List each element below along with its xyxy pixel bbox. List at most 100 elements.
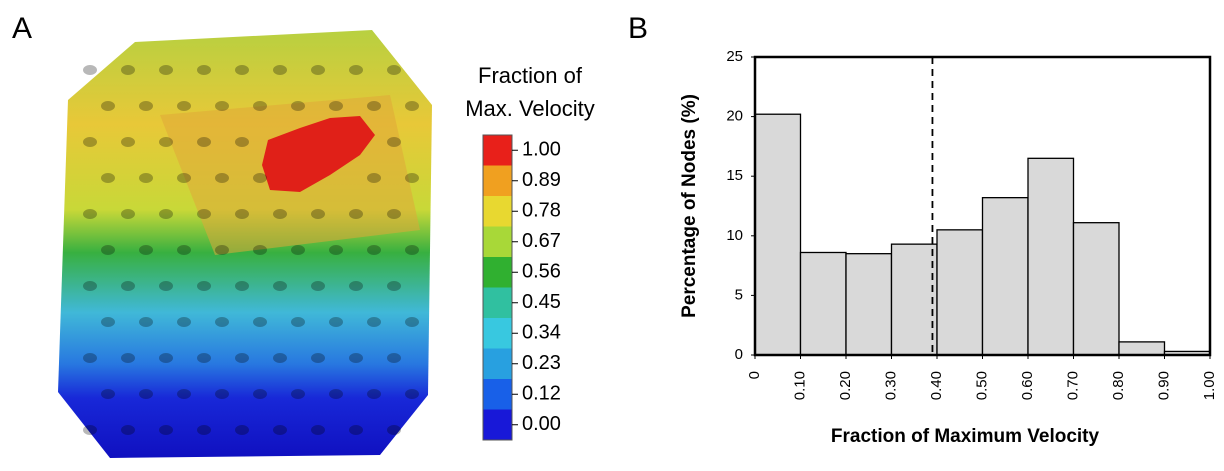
pore	[291, 245, 305, 255]
pore	[177, 101, 191, 111]
colorbar-segment	[483, 379, 512, 410]
pore	[159, 137, 173, 147]
legend-title: Fraction of	[478, 63, 583, 88]
pore	[235, 353, 249, 363]
pore	[215, 317, 229, 327]
pore	[311, 353, 325, 363]
colorbar-segment	[483, 318, 512, 349]
pore	[139, 389, 153, 399]
bar	[936, 229, 984, 356]
pore	[177, 173, 191, 183]
y-axis-label: Percentage of Nodes (%)	[679, 94, 700, 318]
x-tick-label: 0.30	[882, 371, 899, 400]
bar	[845, 253, 893, 356]
pore	[253, 317, 267, 327]
pore	[197, 137, 211, 147]
colorbar-segment	[483, 348, 512, 379]
pore	[387, 209, 401, 219]
pore	[329, 317, 343, 327]
pore	[405, 101, 419, 111]
pore	[273, 281, 287, 291]
colorbar-label: 0.89	[522, 169, 561, 191]
x-tick-label: 1.00	[1201, 371, 1218, 400]
x-tick-label: 0.90	[1155, 371, 1172, 400]
colorbar-frame	[482, 134, 513, 441]
pore	[253, 245, 267, 255]
colorbar-label: 0.56	[522, 261, 561, 283]
pore	[121, 65, 135, 75]
x-tick-label: 0.20	[837, 371, 854, 400]
pore	[83, 425, 97, 435]
pore	[405, 173, 419, 183]
y-tick-label: 20	[726, 108, 743, 125]
pore	[291, 317, 305, 327]
panel-label: B	[628, 12, 648, 45]
pore	[311, 425, 325, 435]
pore	[349, 65, 363, 75]
pore	[329, 389, 343, 399]
pore	[215, 173, 229, 183]
colorbar-segment	[483, 135, 512, 166]
x-tick-label: 0.10	[791, 371, 808, 400]
pore	[367, 245, 381, 255]
colorbar-label: 0.78	[522, 200, 561, 222]
pore	[291, 389, 305, 399]
pore	[197, 353, 211, 363]
pore	[329, 101, 343, 111]
pore	[159, 281, 173, 291]
bar	[754, 113, 802, 356]
pore	[235, 281, 249, 291]
pore	[235, 425, 249, 435]
pore	[311, 281, 325, 291]
colorbar-label: 0.23	[522, 352, 561, 374]
pore	[177, 317, 191, 327]
colorbar-segment	[483, 257, 512, 288]
pore	[405, 389, 419, 399]
colorbar-segment	[483, 196, 512, 227]
pore	[159, 425, 173, 435]
colorbar-segment	[483, 165, 512, 196]
y-tick-label: 25	[726, 48, 743, 65]
pore	[387, 65, 401, 75]
x-tick-label: 0.70	[1064, 371, 1081, 400]
colorbar-label: 0.00	[522, 413, 561, 435]
pore	[273, 353, 287, 363]
pore	[139, 101, 153, 111]
pore	[405, 245, 419, 255]
pore	[311, 209, 325, 219]
colorbar-label: 0.34	[522, 322, 561, 344]
pore	[349, 353, 363, 363]
pore	[405, 317, 419, 327]
pore	[101, 245, 115, 255]
pore	[215, 245, 229, 255]
pore	[273, 209, 287, 219]
y-tick-label: 15	[726, 167, 743, 184]
pore	[177, 389, 191, 399]
pore	[101, 317, 115, 327]
pore	[273, 425, 287, 435]
pore	[253, 389, 267, 399]
pore	[349, 281, 363, 291]
pore	[83, 353, 97, 363]
colorbar-segment	[483, 226, 512, 257]
colorbar-segment	[483, 287, 512, 318]
pore	[387, 353, 401, 363]
pore	[159, 65, 173, 75]
colorbar-label: 0.45	[522, 291, 561, 313]
pore	[253, 101, 267, 111]
pore	[197, 65, 211, 75]
bar	[890, 243, 938, 356]
pore	[349, 209, 363, 219]
pore	[291, 101, 305, 111]
pore	[83, 209, 97, 219]
bar	[1072, 222, 1120, 356]
pore	[253, 173, 267, 183]
pore	[387, 137, 401, 147]
pore	[83, 137, 97, 147]
pore	[235, 65, 249, 75]
pore	[197, 425, 211, 435]
pore	[101, 173, 115, 183]
pore	[197, 209, 211, 219]
y-tick-label: 0	[735, 346, 743, 363]
pore	[121, 137, 135, 147]
